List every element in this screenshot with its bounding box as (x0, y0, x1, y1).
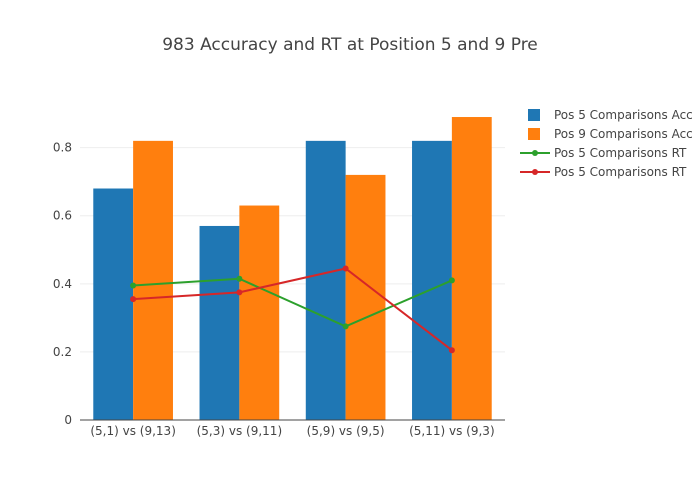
chart-title: 983 Accuracy and RT at Position 5 and 9 … (162, 35, 538, 55)
legend-label: Pos 5 Comparisons RT (554, 165, 687, 179)
y-tick-label: 0.4 (53, 277, 72, 291)
bar[interactable] (345, 174, 386, 420)
legend-label: Pos 5 Comparisons Acc (554, 108, 693, 122)
legend[interactable]: Pos 5 Comparisons Acc Pos 9 Comparisons A… (520, 108, 693, 179)
legend-item[interactable]: Pos 5 Comparisons Acc (528, 108, 693, 122)
line-point[interactable] (448, 347, 455, 354)
legend-swatch (528, 128, 540, 140)
legend-marker (532, 169, 538, 175)
axes: 0 0.2 0.4 0.6 0.8 (5,1) vs (9,13) (5,3) vs (9,… (53, 141, 505, 438)
line-point[interactable] (130, 296, 137, 303)
x-tick-label: (5,3) vs (9,11) (197, 424, 283, 438)
x-tick-label: (5,1) vs (9,13) (90, 424, 176, 438)
y-tick-label: 0.2 (53, 345, 72, 359)
legend-label: Pos 5 Comparisons RT (554, 146, 687, 160)
x-tick-label: (5,9) vs (9,5) (307, 424, 385, 438)
line-point[interactable] (448, 277, 455, 284)
line-point[interactable] (236, 289, 243, 296)
legend-marker (532, 150, 538, 156)
x-tick-label: (5,11) vs (9,3) (409, 424, 495, 438)
line-point[interactable] (342, 323, 349, 330)
line-point[interactable] (236, 275, 243, 282)
bar[interactable] (93, 188, 134, 420)
y-tick-label: 0.8 (53, 141, 72, 155)
bar[interactable] (133, 140, 173, 420)
bar[interactable] (305, 140, 346, 420)
y-tick-label: 0 (64, 413, 72, 427)
line-point[interactable] (342, 265, 349, 272)
y-tick-label: 0.6 (53, 209, 72, 223)
legend-item[interactable]: Pos 9 Comparisons Acc (528, 127, 693, 141)
legend-item[interactable]: Pos 5 Comparisons RT (520, 146, 687, 160)
bar[interactable] (451, 117, 492, 421)
bar[interactable] (239, 205, 280, 420)
bar[interactable] (412, 140, 452, 420)
legend-item[interactable]: Pos 5 Comparisons RT (520, 165, 687, 179)
line-series (130, 265, 455, 354)
legend-label: Pos 9 Comparisons Acc (554, 127, 693, 141)
bar[interactable] (199, 225, 240, 420)
legend-swatch (528, 109, 540, 121)
bars (93, 117, 492, 421)
series-line (133, 267, 453, 352)
series-line (133, 277, 453, 328)
line-point[interactable] (130, 282, 137, 289)
